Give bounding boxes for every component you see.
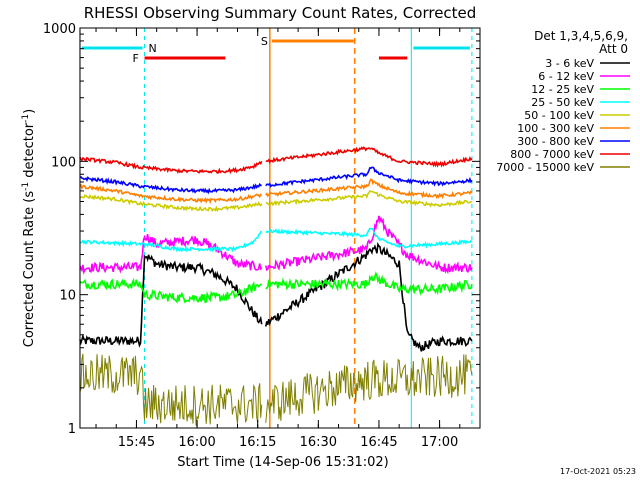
series-line [265,227,473,249]
plot-frame [79,27,481,429]
legend-label: 50 - 100 keV [524,109,594,122]
series-line [79,175,262,195]
series-line [265,241,473,352]
legend-label: 800 - 7000 keV [510,148,594,161]
series-line [265,166,473,188]
legend-label: 100 - 300 keV [517,122,594,135]
x-tick-label: 16:30 [300,435,337,450]
series-line [79,234,263,276]
series-line [79,277,262,304]
x-tick-label: 15:45 [118,435,155,450]
x-axis: 15:45 16:00 16:15 16:30 16:45 17:00 [95,28,481,450]
legend-label: 12 - 25 keV [531,83,594,96]
x-tick-label: 16:00 [178,435,215,450]
series-line [265,178,473,200]
series-line [265,354,473,423]
y-axis-label-mid: detector [22,122,37,182]
y-tick-label: 100 [51,155,76,170]
series-line [79,230,263,253]
y-tick-label: 1000 [43,22,76,37]
series-line [265,271,473,296]
series-line [79,353,263,426]
series-line [79,156,263,175]
x-axis-label: Start Time (14-Sep-06 15:31:02) [177,455,388,470]
y-tick-label: 10 [59,289,76,304]
legend-header-line1: Det 1,3,4,5,6,9, [534,29,628,43]
y-tick-label: 1 [68,422,76,437]
series-line [265,215,473,275]
series-line [79,183,262,205]
y-axis: 1 10 100 1000 [43,22,480,437]
legend-header-line2: Att 0 [599,42,628,56]
series-line [265,146,473,168]
y-axis-label-exp2: -1 [21,114,31,123]
timestamp: 17-Oct-2021 05:23 [560,467,636,476]
night-label: N [149,42,157,55]
y-axis-label-exp1: -1 [21,182,31,191]
chart-title: RHESSI Observing Summary Count Rates, Co… [84,4,477,22]
legend-label: 300 - 800 keV [517,135,594,148]
legend-label: 7000 - 15000 keV [496,161,594,174]
series-line [79,254,263,348]
flare-label: F [133,52,139,65]
x-tick-label: 16:15 [239,435,276,450]
series-line [79,193,263,213]
saa-label: S [261,35,268,48]
legend-label: 6 - 12 keV [538,70,594,83]
series-line [265,189,473,208]
x-tick-label: 17:00 [421,435,458,450]
legend-label: 25 - 50 keV [531,96,594,109]
y-axis-label-end: ) [22,109,37,114]
x-tick-label: 16:45 [360,435,397,450]
plot-area: N S F [79,28,473,428]
y-axis-label: Corrected Count Rate (s-1 detector-1) [21,109,37,347]
legend-label: 3 - 6 keV [545,57,594,70]
y-axis-label-main: Corrected Count Rate (s [22,191,37,348]
